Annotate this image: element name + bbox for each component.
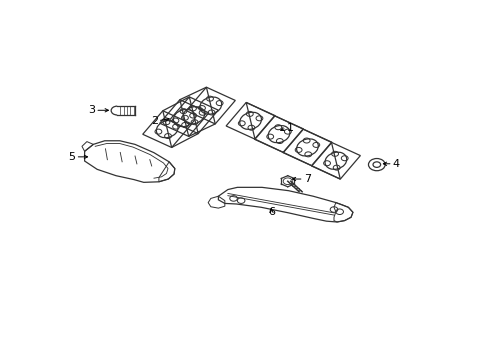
Text: 1: 1 — [286, 123, 293, 133]
Text: 6: 6 — [267, 207, 274, 217]
Text: 4: 4 — [392, 159, 399, 169]
Text: 3: 3 — [88, 105, 95, 115]
Text: 2: 2 — [150, 116, 158, 126]
Text: 7: 7 — [303, 174, 310, 184]
Text: 5: 5 — [68, 152, 75, 162]
